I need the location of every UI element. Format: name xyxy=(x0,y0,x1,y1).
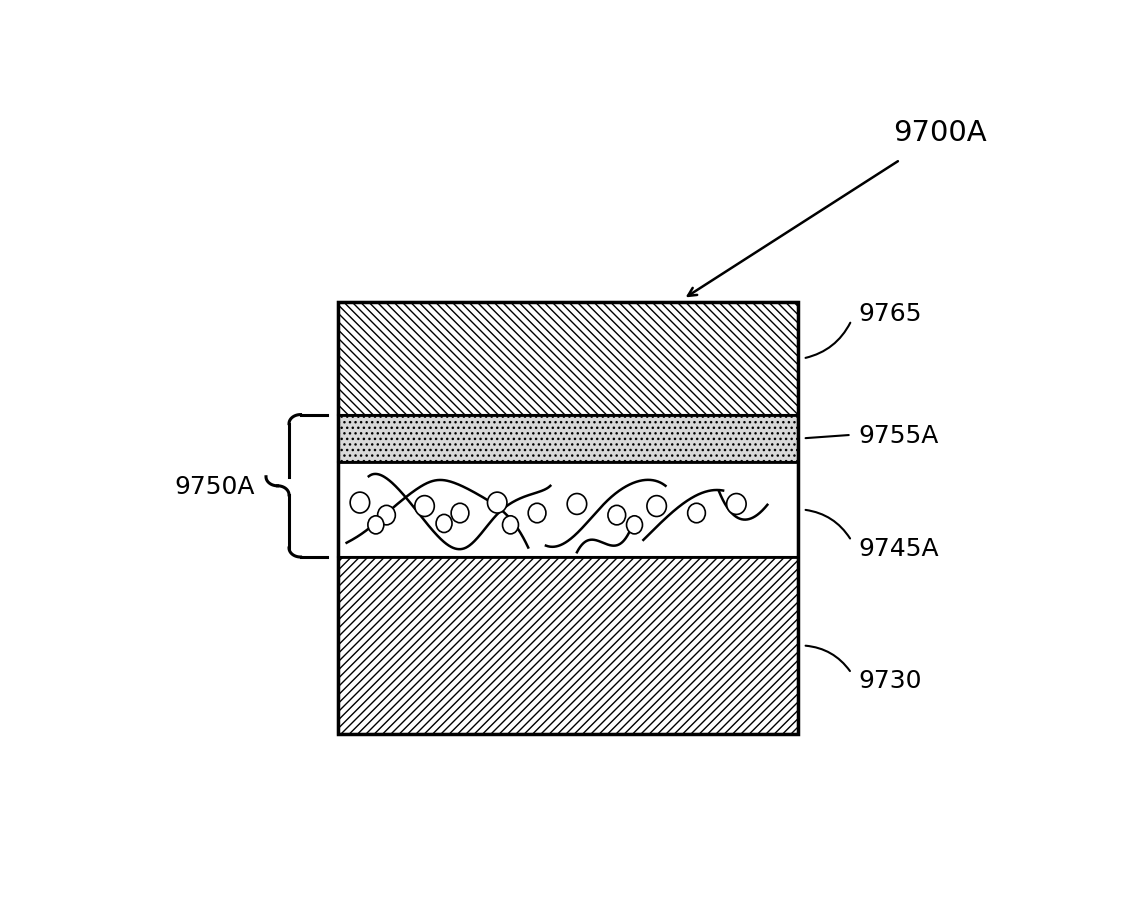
Text: 9755A: 9755A xyxy=(858,424,940,447)
Text: 9750A: 9750A xyxy=(175,474,255,498)
Ellipse shape xyxy=(567,494,586,515)
Ellipse shape xyxy=(377,506,395,526)
Ellipse shape xyxy=(608,506,625,526)
Text: 9765: 9765 xyxy=(858,302,922,326)
Ellipse shape xyxy=(415,496,434,517)
Text: 9730: 9730 xyxy=(858,668,922,693)
Text: 9745A: 9745A xyxy=(858,536,940,560)
Ellipse shape xyxy=(647,496,666,517)
Bar xyxy=(338,303,799,734)
Bar xyxy=(338,557,799,734)
Bar xyxy=(338,415,799,462)
Ellipse shape xyxy=(437,515,451,533)
Text: 9700A: 9700A xyxy=(894,118,986,146)
Ellipse shape xyxy=(451,504,469,523)
Ellipse shape xyxy=(688,504,705,523)
Ellipse shape xyxy=(503,517,519,535)
Ellipse shape xyxy=(368,517,384,535)
Bar xyxy=(338,462,799,557)
Ellipse shape xyxy=(727,494,746,515)
Ellipse shape xyxy=(350,493,369,514)
Ellipse shape xyxy=(626,517,642,535)
Bar xyxy=(338,303,799,415)
Ellipse shape xyxy=(528,504,546,523)
Ellipse shape xyxy=(487,493,507,514)
